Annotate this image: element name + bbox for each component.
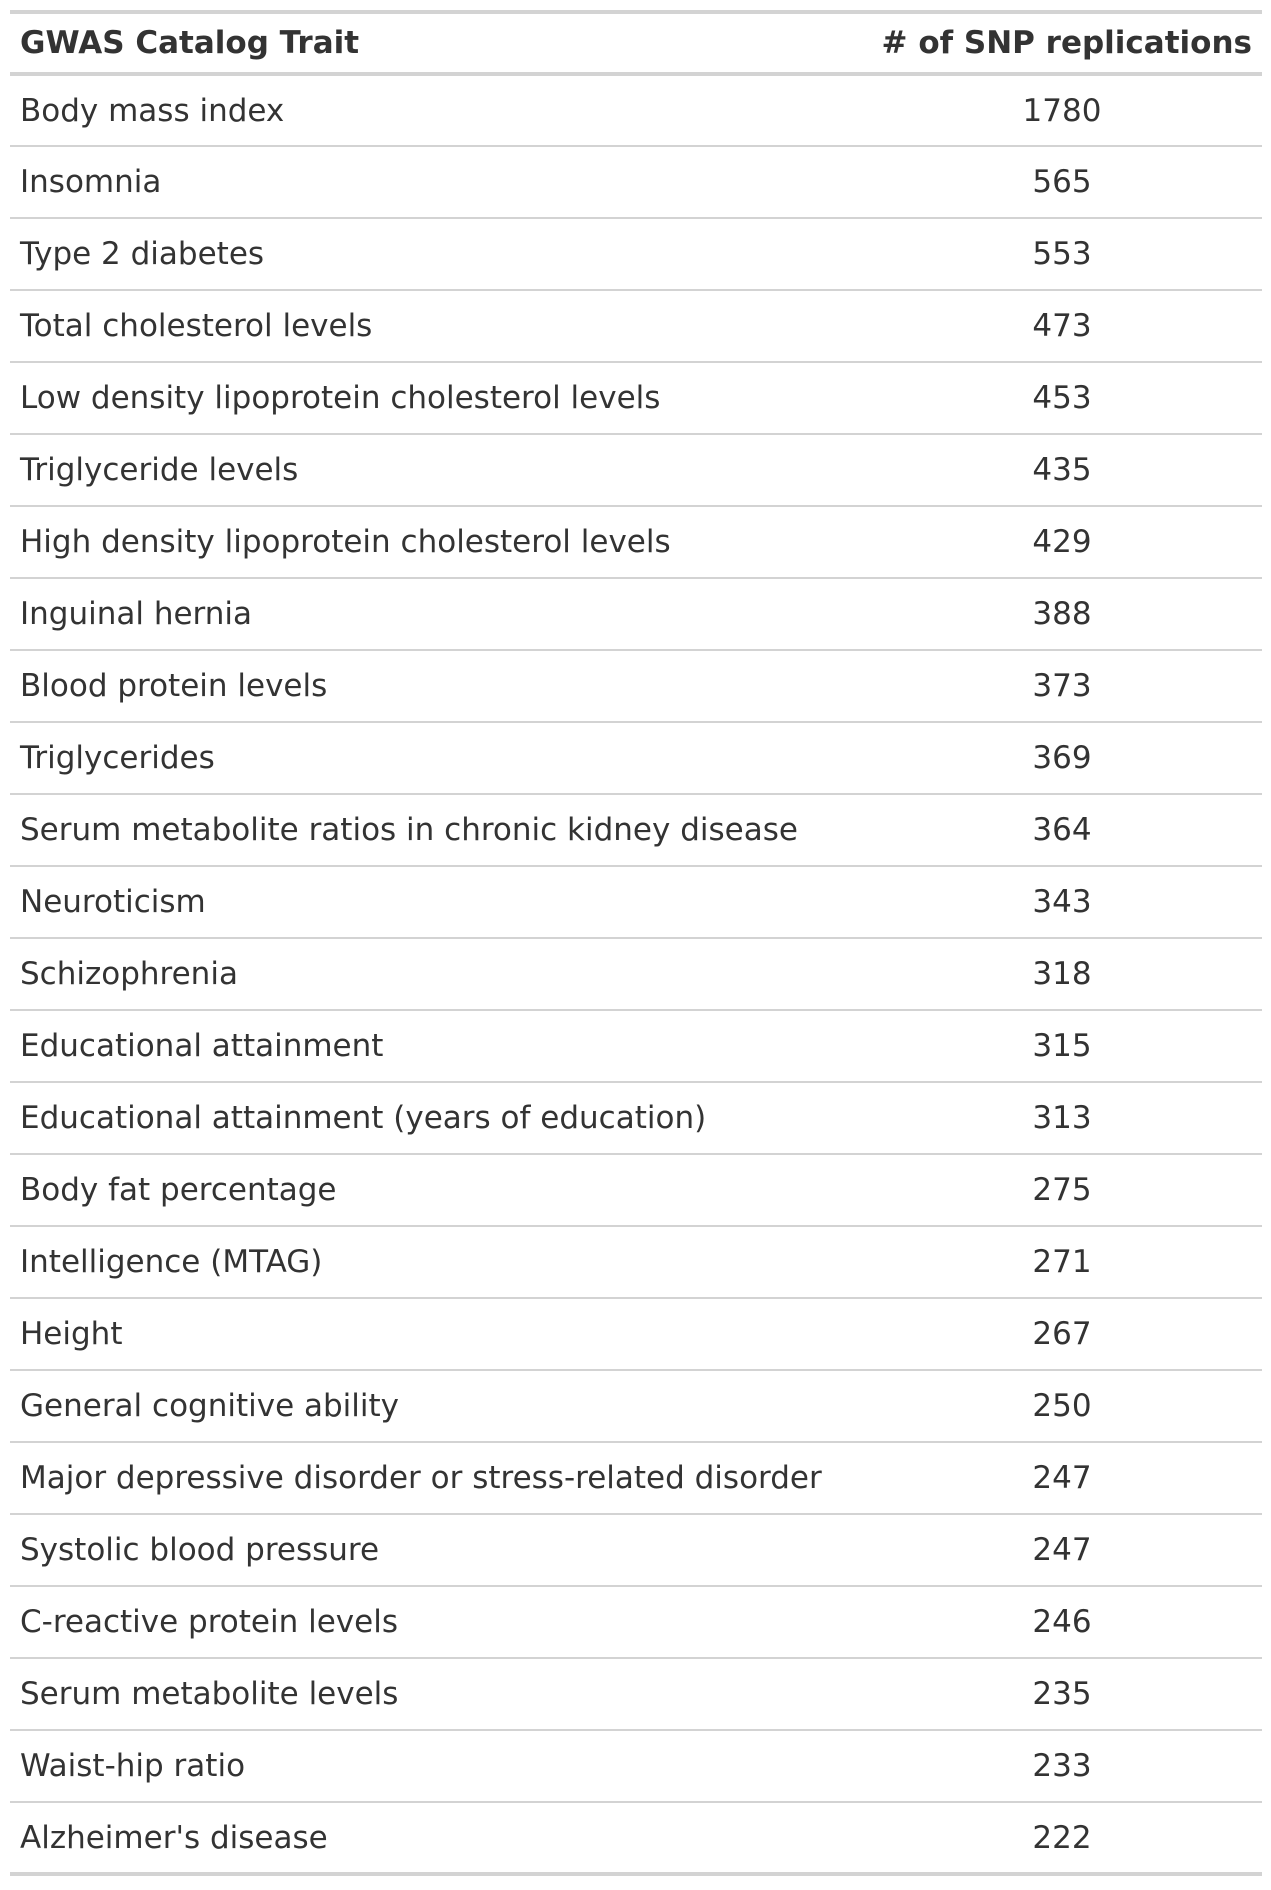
snp-count-cell: 473 xyxy=(862,290,1262,363)
gwas-trait-table-container: GWAS Catalog Trait # of SNP replications… xyxy=(10,10,1262,1876)
snp-count-cell: 246 xyxy=(862,1586,1262,1659)
table-row: General cognitive ability 250 xyxy=(10,1370,1262,1443)
snp-count-cell: 250 xyxy=(862,1370,1262,1443)
snp-count-cell: 435 xyxy=(862,434,1262,507)
trait-cell: Educational attainment xyxy=(10,1010,862,1083)
trait-cell: General cognitive ability xyxy=(10,1370,862,1443)
table-row: Body mass index 1780 xyxy=(10,74,1262,147)
snp-count-cell: 369 xyxy=(862,722,1262,795)
snp-count-cell: 565 xyxy=(862,146,1262,219)
trait-cell: Neuroticism xyxy=(10,866,862,939)
table-row: Educational attainment (years of educati… xyxy=(10,1082,1262,1155)
table-row: Major depressive disorder or stress-rela… xyxy=(10,1442,1262,1515)
table-row: Inguinal hernia 388 xyxy=(10,578,1262,651)
table-row: Blood protein levels 373 xyxy=(10,650,1262,723)
trait-cell: Body mass index xyxy=(10,74,862,147)
trait-cell: Type 2 diabetes xyxy=(10,218,862,291)
snp-count-cell: 343 xyxy=(862,866,1262,939)
table-row: Triglycerides 369 xyxy=(10,722,1262,795)
header-snp-replications: # of SNP replications xyxy=(862,12,1262,76)
snp-count-cell: 235 xyxy=(862,1658,1262,1731)
snp-count-cell: 233 xyxy=(862,1730,1262,1803)
trait-cell: Insomnia xyxy=(10,146,862,219)
table-row: Educational attainment 315 xyxy=(10,1010,1262,1083)
trait-cell: Total cholesterol levels xyxy=(10,290,862,363)
table-row: Alzheimer's disease 222 xyxy=(10,1802,1262,1874)
trait-cell: Schizophrenia xyxy=(10,938,862,1011)
snp-count-cell: 373 xyxy=(862,650,1262,723)
trait-cell: Body fat percentage xyxy=(10,1154,862,1227)
table-row: Low density lipoprotein cholesterol leve… xyxy=(10,362,1262,435)
snp-count-cell: 313 xyxy=(862,1082,1262,1155)
snp-count-cell: 1780 xyxy=(862,74,1262,147)
snp-count-cell: 247 xyxy=(862,1442,1262,1515)
table-row: Body fat percentage 275 xyxy=(10,1154,1262,1227)
table-row: Waist-hip ratio 233 xyxy=(10,1730,1262,1803)
snp-count-cell: 247 xyxy=(862,1514,1262,1587)
trait-cell: Triglyceride levels xyxy=(10,434,862,507)
trait-cell: Serum metabolite ratios in chronic kidne… xyxy=(10,794,862,867)
table-row: C-reactive protein levels 246 xyxy=(10,1586,1262,1659)
table-row: Schizophrenia 318 xyxy=(10,938,1262,1011)
snp-count-cell: 364 xyxy=(862,794,1262,867)
trait-cell: Alzheimer's disease xyxy=(20,1819,328,1856)
trait-cell: Educational attainment (years of educati… xyxy=(10,1082,862,1155)
trait-cell: Systolic blood pressure xyxy=(10,1514,862,1587)
table-body: Body mass index 1780 Insomnia 565 Type 2 dia… xyxy=(10,74,1262,1874)
snp-count-cell: 429 xyxy=(862,506,1262,579)
trait-cell: C-reactive protein levels xyxy=(10,1586,862,1659)
trait-cell: High density lipoprotein cholesterol lev… xyxy=(10,506,862,579)
table-row: Serum metabolite ratios in chronic kidne… xyxy=(10,794,1262,867)
trait-cell: Blood protein levels xyxy=(10,650,862,723)
table-row: High density lipoprotein cholesterol lev… xyxy=(10,506,1262,579)
table-row: Systolic blood pressure 247 xyxy=(10,1514,1262,1587)
trait-cell: Serum metabolite levels xyxy=(10,1658,862,1731)
snp-count-cell: 388 xyxy=(862,578,1262,651)
snp-count-cell: 553 xyxy=(862,218,1262,291)
table-row: Intelligence (MTAG) 271 xyxy=(10,1226,1262,1299)
trait-cell: Triglycerides xyxy=(10,722,862,795)
trait-cell: Inguinal hernia xyxy=(10,578,862,651)
gwas-trait-table: GWAS Catalog Trait # of SNP replications… xyxy=(10,10,1262,1876)
header-row: GWAS Catalog Trait # of SNP replications xyxy=(10,12,1262,76)
snp-count-cell: 275 xyxy=(862,1154,1262,1227)
trait-cell: Waist-hip ratio xyxy=(10,1730,862,1803)
snp-count-cell: 453 xyxy=(862,362,1262,435)
table-row: Triglyceride levels 435 xyxy=(10,434,1262,507)
trait-cell: Intelligence (MTAG) xyxy=(10,1226,862,1299)
snp-count-cell: 222 xyxy=(1032,1819,1092,1856)
table-header: GWAS Catalog Trait # of SNP replications xyxy=(10,12,1262,76)
table-row: Height 267 xyxy=(10,1298,1262,1371)
snp-count-cell: 267 xyxy=(862,1298,1262,1371)
snp-count-cell: 315 xyxy=(862,1010,1262,1083)
header-trait: GWAS Catalog Trait xyxy=(10,12,862,76)
table-row: Total cholesterol levels 473 xyxy=(10,290,1262,363)
trait-cell: Height xyxy=(10,1298,862,1371)
snp-count-cell: 318 xyxy=(862,938,1262,1011)
table-row: Neuroticism 343 xyxy=(10,866,1262,939)
trait-cell: Low density lipoprotein cholesterol leve… xyxy=(10,362,862,435)
table-row: Type 2 diabetes 553 xyxy=(10,218,1262,291)
trait-cell: Major depressive disorder or stress-rela… xyxy=(10,1442,862,1515)
table-row: Serum metabolite levels 235 xyxy=(10,1658,1262,1731)
snp-count-cell: 271 xyxy=(862,1226,1262,1299)
table-row: Insomnia 565 xyxy=(10,146,1262,219)
